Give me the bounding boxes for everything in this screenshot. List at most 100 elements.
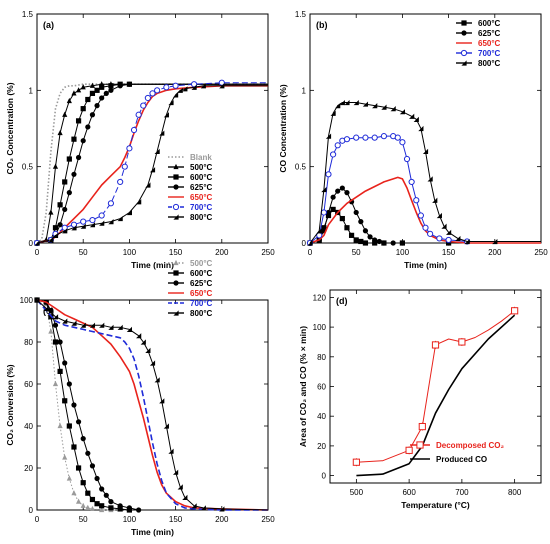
- data-point: [511, 307, 519, 315]
- data-point: [145, 182, 151, 188]
- legend-marker: [173, 259, 179, 266]
- data-point: [52, 225, 59, 231]
- data-point: [380, 133, 388, 140]
- series-line: [356, 310, 515, 463]
- x-tick-label: 50: [79, 515, 88, 524]
- legend-marker: [173, 270, 179, 276]
- x-tick-label: 600: [402, 488, 416, 497]
- data-point: [418, 422, 426, 431]
- legend-label: 650°C: [478, 39, 501, 48]
- legend-marker: [173, 174, 179, 180]
- series-2: [34, 81, 268, 246]
- y-tick-label: 20: [24, 464, 33, 473]
- legend-label: 600°C: [190, 269, 213, 278]
- series-2: [34, 297, 268, 513]
- data-point: [108, 499, 114, 505]
- data-point: [75, 419, 82, 425]
- data-point: [163, 112, 169, 118]
- data-point: [372, 240, 378, 246]
- data-point: [94, 475, 100, 482]
- data-point: [399, 109, 405, 115]
- data-point: [136, 507, 142, 513]
- data-point: [71, 171, 77, 177]
- data-point: [154, 148, 160, 154]
- data-point: [62, 179, 68, 185]
- data-point: [57, 129, 63, 136]
- x-axis-label: Time (min): [131, 260, 174, 270]
- data-point: [107, 200, 115, 207]
- series-line: [36, 299, 268, 511]
- panel-c: 0 50 100 150 200 250 0 20 40 60 80 100 Time (min) CO₂…: [5, 259, 275, 537]
- y-tick-label: 0: [302, 239, 307, 248]
- data-point: [80, 106, 86, 112]
- data-point: [99, 503, 105, 509]
- data-point: [89, 90, 96, 96]
- data-point: [334, 142, 341, 149]
- data-point: [89, 222, 96, 228]
- data-point: [34, 240, 40, 246]
- data-point: [75, 154, 82, 161]
- series-line: [36, 85, 268, 244]
- data-point: [307, 240, 313, 246]
- data-point: [219, 83, 225, 89]
- data-point: [108, 505, 114, 511]
- data-point: [117, 215, 123, 222]
- data-point: [80, 84, 86, 90]
- panel-label: (a): [43, 20, 54, 30]
- series-line: [356, 314, 516, 477]
- x-tick-label: 800: [508, 488, 522, 497]
- data-point: [108, 324, 114, 330]
- y-tick-label: 80: [24, 338, 33, 347]
- data-point: [177, 87, 183, 93]
- data-point: [390, 240, 396, 246]
- data-point: [71, 320, 77, 326]
- y-tick-label: 80: [317, 353, 326, 362]
- y-tick-label: 1.5: [295, 10, 307, 19]
- legend-label: 500°C: [190, 259, 213, 268]
- series-line: [36, 299, 268, 511]
- series-line: [36, 83, 268, 244]
- data-point: [62, 398, 68, 404]
- legend-label: 700°C: [478, 49, 501, 58]
- series-line: [36, 82, 268, 244]
- legend-label: 800°C: [190, 213, 213, 222]
- y-tick-label: 0: [29, 239, 34, 248]
- data-point: [52, 314, 59, 320]
- data-point: [117, 324, 123, 330]
- series-line: [309, 176, 541, 244]
- data-point: [62, 318, 68, 324]
- series-1: [307, 185, 541, 246]
- data-point: [71, 225, 77, 231]
- y-tick-label: 0.5: [295, 163, 307, 172]
- data-point: [117, 506, 123, 512]
- plot-frame: [309, 13, 542, 244]
- data-point: [353, 237, 359, 243]
- data-point: [57, 422, 63, 429]
- x-tick-label: 200: [215, 515, 229, 524]
- data-point: [455, 235, 461, 242]
- data-point: [108, 83, 114, 89]
- x-tick-label: 250: [261, 515, 275, 524]
- x-tick-label: 200: [215, 248, 229, 257]
- data-point: [80, 502, 86, 508]
- legend-marker: [173, 214, 179, 220]
- y-tick-label: 120: [313, 293, 327, 302]
- data-point: [154, 87, 161, 94]
- data-point: [99, 322, 105, 328]
- series-1: [356, 314, 516, 477]
- x-tick-label: 250: [534, 248, 548, 257]
- legend-label: 700°C: [190, 203, 213, 212]
- data-point: [126, 209, 132, 216]
- data-point: [399, 139, 406, 146]
- data-point: [89, 463, 96, 469]
- data-point: [43, 305, 49, 311]
- data-point: [136, 333, 142, 339]
- data-point: [66, 97, 72, 104]
- y-tick-label: 0: [29, 506, 34, 515]
- series-4: [307, 99, 541, 246]
- data-point: [121, 163, 128, 170]
- x-axis-label: Time (min): [404, 260, 447, 270]
- series-2: [309, 176, 541, 244]
- y-tick-label: 1: [29, 86, 34, 95]
- x-tick-label: 700: [455, 488, 469, 497]
